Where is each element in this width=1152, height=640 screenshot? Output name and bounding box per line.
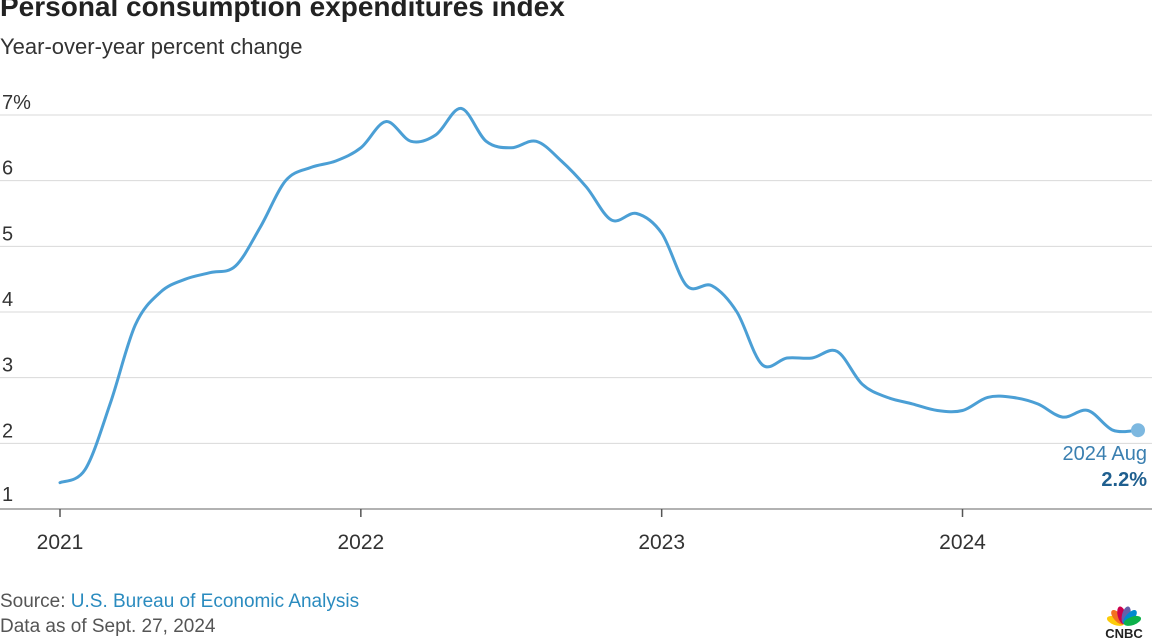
y-tick-label: 2 bbox=[2, 420, 13, 442]
peacock-feather bbox=[1123, 615, 1142, 626]
data-point: 2021 Oct: 6% bbox=[281, 176, 291, 186]
y-axis-tick-labels: 1 2 3 4 5 6 7% bbox=[2, 92, 31, 506]
data-point: 2023 Feb: 4.4% bbox=[682, 281, 692, 291]
annotation-point-label: 2024 Aug bbox=[1062, 443, 1147, 465]
data-point: 2023 Jan: 5.2% bbox=[657, 228, 667, 238]
data-point: 2021 Aug: 4.7% bbox=[230, 261, 240, 271]
data-point: 2021 Jul: 4.6% bbox=[205, 268, 215, 278]
data-point: 2021 Apr: 3.8% bbox=[130, 320, 140, 330]
chart-title: Personal consumption expenditures index bbox=[0, 0, 565, 22]
source-link[interactable]: U.S. Bureau of Economic Analysis bbox=[70, 591, 360, 612]
x-tick-label: 2021 bbox=[37, 531, 84, 554]
data-date: Data as of Sept. 27, 2024 bbox=[0, 616, 216, 637]
pce-series-line bbox=[58, 106, 1140, 485]
data-point: 2024 Jul: 2.2% bbox=[1108, 425, 1118, 435]
y-tick-label: 7% bbox=[2, 92, 31, 114]
series-points: 2021 Jan: 1.4% 2021 Feb: 1.6% 2021 Mar: 2.… bbox=[55, 103, 1143, 487]
data-point: 2023 Dec: 2.5% bbox=[932, 406, 942, 416]
data-point: 2022 Apr: 6.7% bbox=[431, 130, 441, 140]
x-axis-ticks: 2021 2022 2023 2024 bbox=[37, 509, 986, 554]
y-tick-label: 6 bbox=[2, 158, 13, 180]
data-point: 2021 Dec: 6.3% bbox=[331, 156, 341, 166]
data-point: 2021 Jun: 4.5% bbox=[180, 274, 190, 284]
data-point: 2023 Mar: 4.4% bbox=[707, 281, 717, 291]
data-point: 2021 May: 4.3% bbox=[155, 287, 165, 297]
data-point: 2021 Mar: 2.6% bbox=[105, 399, 115, 409]
x-tick-label: 2022 bbox=[337, 531, 384, 554]
cnbc-logo: CNBC bbox=[1105, 606, 1143, 640]
data-point: 2023 Oct: 2.7% bbox=[882, 392, 892, 402]
data-point: 2023 Apr: 4% bbox=[732, 307, 742, 317]
data-point: 2022 Jan: 6.5% bbox=[356, 143, 366, 153]
data-point: 2021 Sep: 5.3% bbox=[256, 222, 266, 232]
peacock-icon bbox=[1106, 606, 1142, 626]
source-prefix: Source: bbox=[0, 591, 71, 612]
data-point: 2022 Sep: 6.3% bbox=[556, 156, 566, 166]
data-point: 2023 Nov: 2.6% bbox=[907, 399, 917, 409]
data-point: 2024 May: 2.4% bbox=[1058, 412, 1068, 422]
data-point: 2022 Oct: 5.9% bbox=[581, 182, 591, 192]
data-point: 2023 May: 3.2% bbox=[757, 360, 767, 370]
data-point: 2021 Jan: 1.4% bbox=[55, 478, 65, 488]
annotation-value-label: 2.2% bbox=[1101, 469, 1147, 491]
data-point: 2022 May: 7.1% bbox=[456, 103, 466, 113]
data-point: 2022 Nov: 5.4% bbox=[607, 215, 617, 225]
data-point: 2024 Jan: 2.5% bbox=[958, 406, 968, 416]
end-point-marker bbox=[1131, 423, 1145, 438]
y-tick-label: 1 bbox=[2, 484, 13, 506]
data-point: 2022 Jun: 6.6% bbox=[481, 136, 491, 146]
data-point: 2022 Jul: 6.5% bbox=[506, 143, 516, 153]
data-point: 2024 Feb: 2.7% bbox=[983, 392, 993, 402]
y-tick-label: 4 bbox=[2, 289, 13, 311]
data-point: 2024 Jun: 2.5% bbox=[1083, 406, 1093, 416]
data-point: 2023 Sep: 2.9% bbox=[857, 379, 867, 389]
x-tick-label: 2024 bbox=[939, 531, 986, 554]
y-tick-label: 3 bbox=[2, 355, 13, 377]
data-point: 2023 Aug: 3.4% bbox=[832, 346, 842, 356]
data-point: 2023 Jul: 3.3% bbox=[807, 353, 817, 363]
gridlines bbox=[0, 114, 1152, 510]
data-point: 2024 Apr: 2.6% bbox=[1033, 399, 1043, 409]
data-point: 2022 Feb: 6.9% bbox=[381, 117, 391, 127]
source-line: Source: U.S. Bureau of Economic Analysis bbox=[0, 591, 359, 613]
data-point: 2021 Nov: 6.2% bbox=[306, 163, 316, 173]
data-point: 2022 Mar: 6.6% bbox=[406, 136, 416, 146]
chart-subtitle: Year-over-year percent change bbox=[0, 34, 303, 59]
x-tick-label: 2023 bbox=[638, 531, 685, 554]
pce-line-chart: 1 2 3 4 5 6 7% 2021 2022 2023 2024 2021 Jan: 1.4%… bbox=[0, 92, 1152, 554]
data-point: 2024 Mar: 2.7% bbox=[1008, 392, 1018, 402]
data-point: 2022 Aug: 6.6% bbox=[531, 136, 541, 146]
data-point: 2023 Jun: 3.3% bbox=[782, 353, 792, 363]
cnbc-logo-text: CNBC bbox=[1105, 626, 1143, 640]
data-point: 2022 Dec: 5.5% bbox=[632, 209, 642, 219]
y-tick-label: 5 bbox=[2, 223, 13, 245]
data-point: 2021 Feb: 1.6% bbox=[80, 465, 90, 475]
